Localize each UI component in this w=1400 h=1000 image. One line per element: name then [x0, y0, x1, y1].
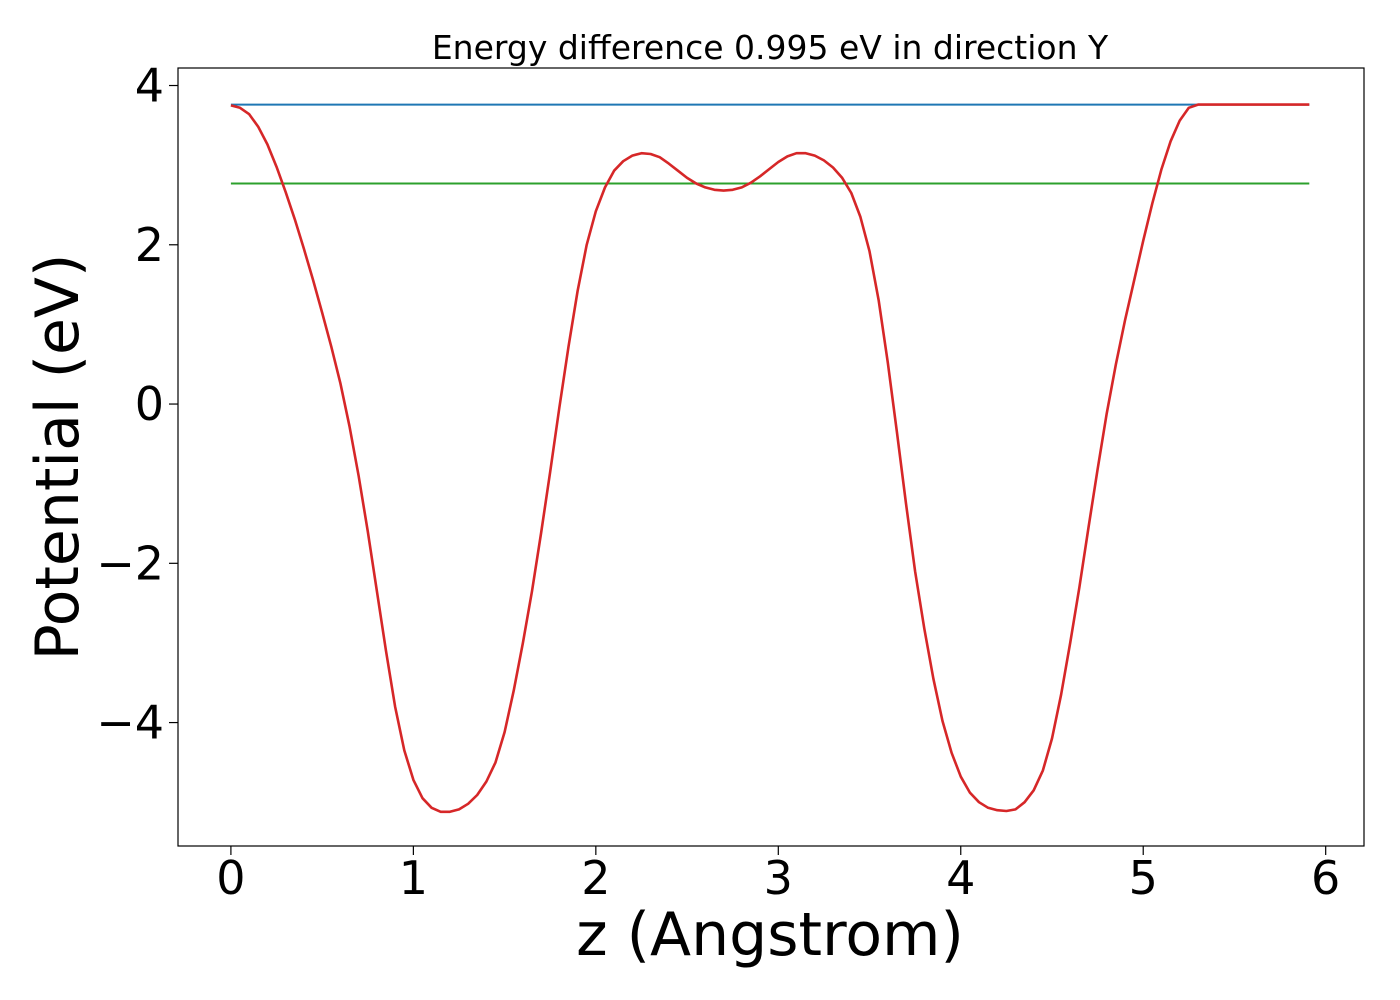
x-tick-label: 4	[946, 851, 975, 905]
y-tick-label: −2	[96, 536, 164, 590]
plot-frame	[177, 67, 1365, 847]
y-tick-label: 0	[135, 377, 164, 431]
y-tick-label: 2	[135, 218, 164, 272]
x-tick-label: 2	[581, 851, 610, 905]
x-axis-label: z (Angstrom)	[576, 900, 964, 970]
series-line-2	[230, 103, 1310, 814]
x-axis-ticks: 0 1 2 3 4 5 6	[216, 846, 1340, 905]
plot-lines	[230, 103, 1310, 814]
y-tick-label: −4	[96, 696, 164, 750]
x-tick-label: 3	[764, 851, 793, 905]
chart-title: Energy difference 0.995 eV in direction …	[432, 28, 1109, 67]
y-axis-ticks: 4 2 0 −2 −4	[96, 59, 178, 750]
x-tick-label: 5	[1129, 851, 1158, 905]
y-axis-label: Potential (eV)	[23, 254, 93, 661]
x-tick-label: 1	[399, 851, 428, 905]
y-tick-label: 4	[135, 59, 164, 113]
x-tick-label: 6	[1311, 851, 1340, 905]
x-tick-label: 0	[216, 851, 245, 905]
